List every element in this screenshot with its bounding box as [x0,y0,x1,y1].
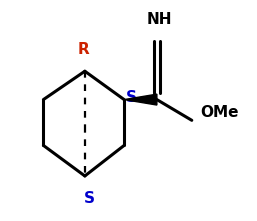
Polygon shape [124,94,157,105]
Text: R: R [78,42,90,57]
Text: S: S [84,191,95,206]
Text: S: S [126,90,137,105]
Text: NH: NH [146,12,172,27]
Text: OMe: OMe [200,105,239,120]
